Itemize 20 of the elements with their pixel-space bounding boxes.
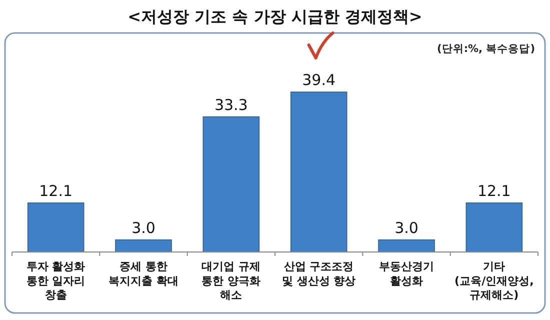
bar [378,239,435,252]
data-label: 33.3 [214,96,248,114]
x-tick-label: 산업 구조조정 및 생산성 향상 [282,260,356,288]
text: (단위:%, 복수응답) [437,43,535,55]
x-tick-label: 투자 활성화 통한 일자리 창출 [26,260,86,302]
x-tick-label: 대기업 규제 통한 양극화 해소 [202,260,261,302]
bar [466,202,523,252]
chart-title: <저성장 기조 속 가장 시급한 경제정책> [128,7,422,26]
bar [27,202,84,252]
x-tick-label: 부동산경기 활성화 [379,260,434,288]
bar [290,92,348,252]
x-tick-label: 기타 (교육/인재양성, 규제해소) [454,260,534,302]
data-label: 12.1 [477,182,511,200]
x-tick-label: 증세 통한 복지지출 확대 [108,260,178,288]
data-label: 12.1 [39,182,73,200]
data-label: 39.4 [302,71,336,89]
data-label: 3.0 [394,218,418,237]
bar [202,116,260,252]
data-label: 3.0 [132,218,156,237]
bar [115,239,172,252]
